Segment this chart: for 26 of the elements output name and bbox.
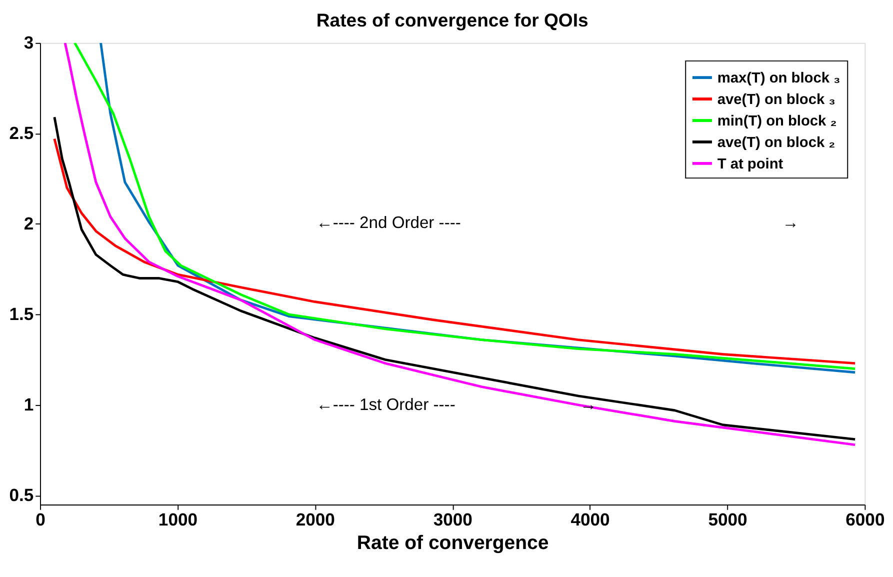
legend-label: ave(T) on block ₂ [717, 134, 836, 151]
line-series [53, 138, 856, 365]
y-tick-label: 3 [24, 32, 34, 52]
y-tick-label: 1 [24, 394, 34, 414]
x-axis-title: Rate of convergence [356, 532, 549, 554]
x-tick-label: 5000 [708, 510, 748, 530]
x-tick-label: 3000 [433, 510, 473, 530]
x-tick-label: 1000 [158, 510, 198, 530]
annotation: ←---- 2nd Order ---- [316, 212, 461, 232]
legend-label: ave(T) on block ₃ [717, 92, 836, 108]
line-series [64, 42, 856, 446]
legend-label: min(T) on block ₂ [717, 113, 837, 130]
y-tick-label: 0.5 [9, 484, 34, 505]
x-tick-label: 4000 [570, 510, 610, 530]
legend-label: T at point [717, 156, 784, 172]
annotation: ←---- 1st Order ---- [316, 395, 456, 414]
chart-title: Rates of convergence for QOIs [316, 9, 588, 30]
annotation: → [782, 212, 799, 232]
x-tick-label: 6000 [846, 510, 885, 530]
y-tick-label: 1.5 [9, 304, 34, 324]
x-tick-label: 0 [36, 510, 46, 530]
legend-label: max(T) on block ₃ [717, 70, 840, 86]
line-series [53, 116, 856, 441]
y-tick-label: 2 [24, 213, 34, 234]
y-tick-label: 2.5 [9, 122, 34, 143]
x-tick-label: 2000 [296, 510, 336, 530]
